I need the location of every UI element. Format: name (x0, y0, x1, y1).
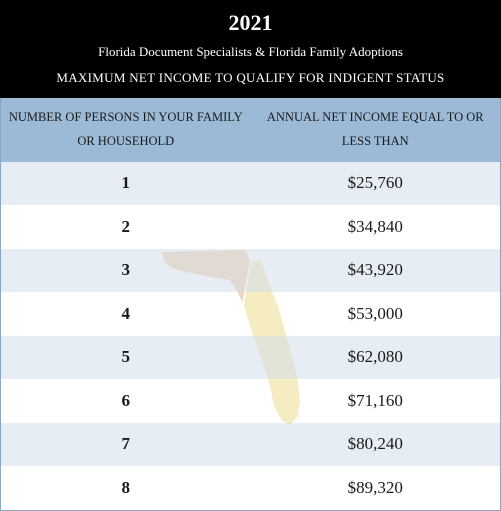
persons-cell: 1 (1, 173, 251, 193)
income-cell: $80,240 (251, 434, 501, 454)
income-cell: $25,760 (251, 173, 501, 193)
table-header-row: NUMBER OF PERSONS IN YOUR FAMILY OR HOUS… (0, 98, 501, 162)
column-header-income: ANNUAL NET INCOME EQUAL TO OR LESS THAN (251, 98, 501, 162)
income-cell: $43,920 (251, 260, 501, 280)
persons-cell: 2 (1, 217, 251, 237)
persons-cell: 4 (1, 304, 251, 324)
table-row: 5 $62,080 (1, 336, 500, 380)
table-row: 8 $89,320 (1, 466, 500, 510)
table-row: 2 $34,840 (1, 205, 500, 249)
persons-cell: 3 (1, 260, 251, 280)
income-cell: $34,840 (251, 217, 501, 237)
table-row: 4 $53,000 (1, 292, 500, 336)
organization-line: Florida Document Specialists & Florida F… (8, 44, 493, 60)
persons-cell: 7 (1, 434, 251, 454)
column-header-persons: NUMBER OF PERSONS IN YOUR FAMILY OR HOUS… (1, 98, 251, 162)
table-row: 3 $43,920 (1, 249, 500, 293)
year-title: 2021 (8, 10, 493, 36)
table-row: 6 $71,160 (1, 379, 500, 423)
income-cell: $53,000 (251, 304, 501, 324)
table-row: 1 $25,760 (1, 162, 500, 206)
persons-cell: 5 (1, 347, 251, 367)
income-cell: $89,320 (251, 478, 501, 498)
table-body: 1 $25,760 2 $34,840 3 $43,920 4 $53,000 … (0, 162, 501, 511)
income-cell: $71,160 (251, 391, 501, 411)
table-row: 7 $80,240 (1, 423, 500, 467)
income-cell: $62,080 (251, 347, 501, 367)
persons-cell: 6 (1, 391, 251, 411)
subtitle-line: MAXIMUM NET INCOME TO QUALIFY FOR INDIGE… (8, 70, 493, 86)
header-banner: 2021 Florida Document Specialists & Flor… (0, 0, 501, 98)
persons-cell: 8 (1, 478, 251, 498)
